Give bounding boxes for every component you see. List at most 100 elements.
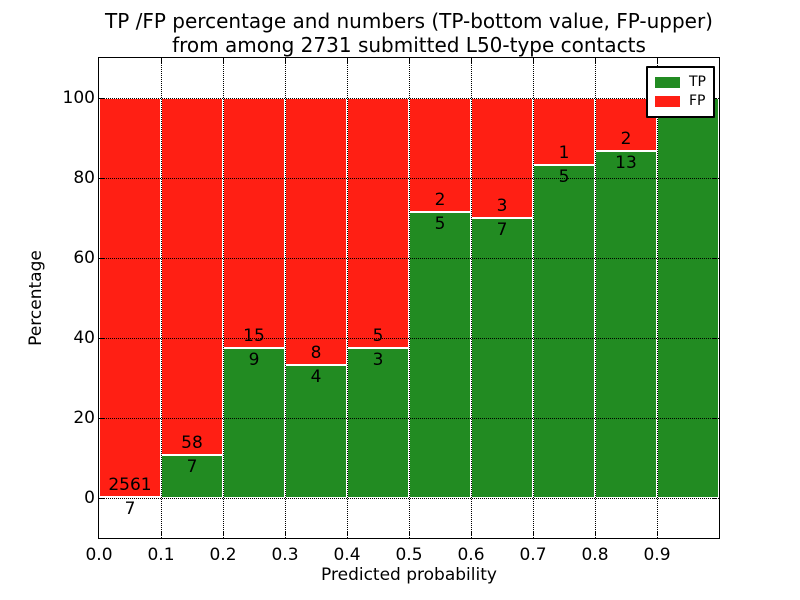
chart-title-line1: TP /FP percentage and numbers (TP-bottom…	[105, 9, 713, 33]
y-tick-label: 40	[73, 328, 95, 348]
bar-tp-segment	[657, 98, 719, 498]
y-tick-mark	[712, 178, 717, 179]
y-tick-mark	[99, 178, 104, 179]
bar-tp-segment	[409, 212, 471, 498]
bar-fp-segment	[99, 98, 161, 497]
y-tick-mark	[712, 498, 717, 499]
x-tick-mark	[595, 531, 596, 536]
bar-fp-count-label: 1	[558, 142, 570, 163]
x-tick-mark	[347, 58, 348, 63]
bar-fp-count-label: 58	[181, 432, 203, 453]
bar-fp-segment	[223, 98, 285, 348]
y-tick-label: 20	[73, 408, 95, 428]
x-tick-mark	[409, 58, 410, 63]
bar-tp-segment	[471, 218, 533, 498]
legend-entry-tp: TP	[655, 73, 706, 92]
x-tick-label: 0.7	[519, 545, 547, 565]
bar-fp-segment	[347, 98, 409, 348]
grid-line-vertical	[161, 58, 162, 538]
bar-fp-count-label: 3	[496, 196, 508, 216]
y-tick-label: 60	[73, 248, 95, 268]
bar-tp-segment	[595, 151, 657, 498]
x-tick-mark	[595, 58, 596, 63]
bar-tp-count-label: 13	[615, 153, 637, 174]
x-tick-mark	[409, 531, 410, 536]
legend: TP FP	[646, 66, 715, 118]
bar-tp-count-label: 5	[558, 166, 570, 187]
legend-label-tp: TP	[689, 74, 706, 90]
x-tick-mark	[471, 531, 472, 536]
chart-title-line2: from among 2731 submitted L50-type conta…	[172, 33, 646, 57]
y-tick-mark	[712, 338, 717, 339]
x-tick-mark	[533, 58, 534, 63]
grid-line-vertical	[595, 58, 596, 538]
bar-tp-segment	[347, 348, 409, 498]
x-tick-label: 0.6	[457, 545, 485, 565]
x-tick-mark	[161, 531, 162, 536]
bar-fp-segment	[471, 98, 533, 218]
grid-line-vertical	[409, 58, 410, 538]
x-tick-mark	[471, 58, 472, 63]
x-tick-label: 0.9	[643, 545, 671, 565]
grid-line-vertical	[657, 58, 658, 538]
bar-tp-count-label: 7	[124, 498, 136, 519]
bar-tp-count-label: 7	[496, 220, 508, 240]
y-axis-label: Percentage	[26, 250, 46, 346]
y-tick-mark	[99, 258, 104, 259]
x-tick-label: 0.4	[333, 545, 361, 565]
x-tick-label: 0.3	[271, 545, 299, 565]
y-tick-mark	[99, 418, 104, 419]
bar-tp-count-label: 9	[248, 350, 260, 370]
x-tick-mark	[347, 531, 348, 536]
bar-fp-count-label: 2	[434, 190, 446, 211]
y-tick-mark	[99, 98, 104, 99]
y-tick-label: 100	[62, 88, 95, 108]
bar-fp-count-label: 2561	[108, 474, 152, 495]
bar-fp-count-label: 8	[310, 342, 322, 363]
y-tick-label: 0	[84, 488, 95, 508]
bar-fp-segment	[161, 98, 223, 455]
grid-line-vertical	[223, 58, 224, 538]
x-tick-mark	[161, 58, 162, 63]
legend-entry-fp: FP	[655, 92, 706, 111]
grid-line-vertical	[285, 58, 286, 538]
bar-fp-count-label: 5	[372, 326, 384, 346]
bar-tp-segment	[533, 164, 595, 498]
bar-fp-count-label: 15	[243, 326, 265, 346]
legend-swatch-fp	[655, 96, 680, 107]
bar-fp-count-label: 2	[620, 129, 632, 150]
bar-tp-count-label: 7	[186, 456, 198, 477]
x-tick-mark	[657, 531, 658, 536]
y-tick-mark	[99, 498, 104, 499]
legend-swatch-tp	[655, 77, 680, 88]
x-tick-label: 0.1	[147, 545, 175, 565]
legend-label-fp: FP	[689, 93, 706, 109]
grid-line-vertical	[347, 58, 348, 538]
x-tick-mark	[223, 58, 224, 63]
bar-tp-segment	[223, 348, 285, 498]
y-tick-mark	[712, 258, 717, 259]
x-tick-mark	[285, 58, 286, 63]
grid-line-vertical	[471, 58, 472, 538]
x-tick-mark	[533, 531, 534, 536]
bar-tp-count-label: 3	[372, 350, 384, 370]
x-tick-label: 0.0	[85, 545, 113, 565]
bar-tp-count-label: 5	[434, 214, 446, 235]
bar-fp-segment	[285, 98, 347, 365]
x-tick-label: 0.8	[581, 545, 609, 565]
x-tick-label: 0.5	[395, 545, 423, 565]
x-tick-label: 0.2	[209, 545, 237, 565]
x-tick-mark	[223, 531, 224, 536]
x-axis-label: Predicted probability	[321, 565, 497, 585]
grid-line-vertical	[533, 58, 534, 538]
bar-tp-segment	[161, 454, 223, 498]
plot-area: 25617587159845325371521316	[98, 57, 720, 539]
y-tick-label: 80	[73, 168, 95, 188]
x-tick-mark	[285, 531, 286, 536]
bar-tp-count-label: 4	[310, 366, 322, 387]
chart-title: TP /FP percentage and numbers (TP-bottom…	[105, 9, 713, 57]
y-tick-mark	[99, 338, 104, 339]
y-tick-mark	[712, 418, 717, 419]
x-tick-mark	[657, 58, 658, 63]
